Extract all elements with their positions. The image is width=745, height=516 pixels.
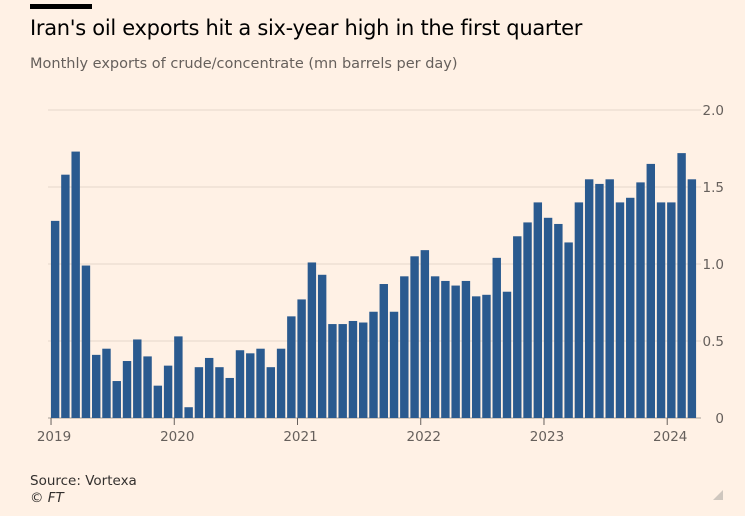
bar <box>615 202 625 418</box>
bar <box>410 256 419 418</box>
x-tick-label: 2023 <box>530 429 564 445</box>
bar <box>133 339 142 418</box>
bar <box>359 322 368 418</box>
bar <box>102 348 111 418</box>
bar <box>338 324 347 418</box>
source-note: Source: Vortexa <box>30 473 137 489</box>
y-axis: 0 0.5 1.0 1.5 2.0 <box>703 103 724 427</box>
bar <box>204 357 214 418</box>
bar <box>276 348 286 418</box>
bar <box>430 276 440 418</box>
bar <box>636 182 645 418</box>
bar <box>574 202 584 418</box>
y-tick-label: 0 <box>715 411 724 427</box>
x-tick-label: 2019 <box>37 429 71 445</box>
bar <box>256 348 265 418</box>
bar <box>163 365 173 418</box>
bar <box>687 179 697 418</box>
bar <box>564 242 573 418</box>
bar <box>122 361 132 418</box>
bar <box>513 236 522 418</box>
bar <box>471 296 481 418</box>
bar <box>184 407 193 418</box>
bar <box>317 274 327 418</box>
x-tick-label: 2020 <box>160 429 194 445</box>
bar <box>328 324 337 418</box>
bar <box>451 285 460 418</box>
bar <box>400 276 409 418</box>
bar <box>92 354 101 418</box>
resize-handle-icon[interactable] <box>713 490 723 500</box>
bar <box>379 284 388 418</box>
bar <box>153 385 163 418</box>
bar-series <box>50 151 697 418</box>
bar <box>61 174 70 418</box>
bar <box>492 257 501 418</box>
x-axis: 2019 2020 2021 2022 2023 2024 <box>37 418 687 445</box>
bar-chart: 0 0.5 1.0 1.5 2.0 2019 2020 2021 2022 2023 2024 <box>37 103 724 445</box>
bar <box>266 367 276 418</box>
bar <box>461 280 471 418</box>
bar <box>441 280 450 418</box>
x-tick-label: 2021 <box>283 429 317 445</box>
bar <box>225 377 234 418</box>
bar <box>50 220 60 418</box>
ft-credit: © FT <box>30 490 64 506</box>
bar <box>297 299 306 418</box>
bar <box>646 163 655 418</box>
bar <box>215 367 224 418</box>
chart-subtitle: Monthly exports of crude/concentrate (mn… <box>30 56 458 72</box>
y-tick-label: 0.5 <box>703 334 724 350</box>
bar <box>287 316 296 418</box>
bar <box>71 151 80 418</box>
bar <box>369 311 378 418</box>
y-tick-label: 2.0 <box>703 103 724 119</box>
bar <box>246 353 255 418</box>
bar <box>543 217 553 418</box>
bar <box>81 265 91 418</box>
bar <box>626 197 635 418</box>
bar <box>677 153 686 418</box>
x-tick-label: 2022 <box>407 429 441 445</box>
bar <box>112 381 121 418</box>
bar <box>420 250 430 418</box>
bar <box>667 202 676 418</box>
bar <box>656 202 666 418</box>
bar <box>502 291 512 418</box>
bar <box>235 350 245 418</box>
bar <box>174 336 183 418</box>
bar <box>595 183 604 418</box>
y-tick-label: 1.5 <box>703 180 724 196</box>
bar <box>389 311 399 418</box>
bar <box>307 262 317 418</box>
brand-bar <box>30 4 92 9</box>
bar <box>194 367 204 418</box>
bar <box>533 202 543 418</box>
bar <box>523 222 532 418</box>
bar <box>584 179 594 418</box>
bar <box>605 179 614 418</box>
x-tick-label: 2024 <box>653 429 687 445</box>
chart-title: Iran's oil exports hit a six-year high i… <box>30 16 583 40</box>
y-tick-label: 1.0 <box>703 257 724 273</box>
bar <box>482 294 491 418</box>
bar <box>143 356 152 418</box>
bar <box>348 320 358 418</box>
bar <box>554 223 563 418</box>
